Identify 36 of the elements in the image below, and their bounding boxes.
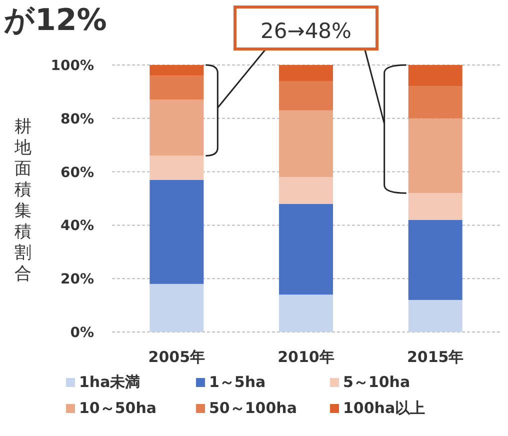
bar [150, 100, 204, 156]
bar [408, 65, 462, 86]
bar [279, 204, 333, 295]
bar [150, 76, 204, 100]
bar [408, 193, 462, 220]
y-axis-title: 耕地面積集積割合 [14, 117, 32, 284]
bar [150, 180, 204, 284]
bar [279, 81, 333, 110]
legend-label: 1ha未満 [79, 373, 140, 391]
bar [279, 177, 333, 204]
y-tick-label: 20% [60, 272, 94, 288]
bar [150, 284, 204, 332]
bar [279, 65, 333, 82]
y-tick-label: 60% [60, 164, 94, 181]
chart-title: が12% [4, 3, 107, 38]
y-tick-label: 40% [60, 218, 94, 234]
legend-label: 100ha以上 [343, 399, 426, 417]
x-tick-label: 2010年 [278, 348, 334, 366]
y-tick-label: 100% [50, 58, 94, 74]
legend-label: 10～50ha [79, 399, 157, 417]
x-tick-label: 2005年 [148, 348, 206, 366]
bar [408, 86, 462, 118]
bar [150, 65, 204, 76]
text: 26→48% [260, 19, 352, 43]
legend-label: 1～5ha [209, 373, 266, 391]
x-tick-label: 2015年 [406, 348, 464, 366]
bar [150, 156, 204, 180]
bar [279, 110, 333, 178]
bar [279, 294, 333, 332]
y-tick-label: 80% [60, 111, 94, 128]
bar [408, 118, 462, 194]
legend-label: 5～10ha [343, 373, 410, 391]
bar [408, 220, 462, 300]
legend-label: 50～100ha [209, 399, 297, 417]
y-tick-label: 0% [70, 325, 94, 341]
bar [408, 300, 462, 332]
